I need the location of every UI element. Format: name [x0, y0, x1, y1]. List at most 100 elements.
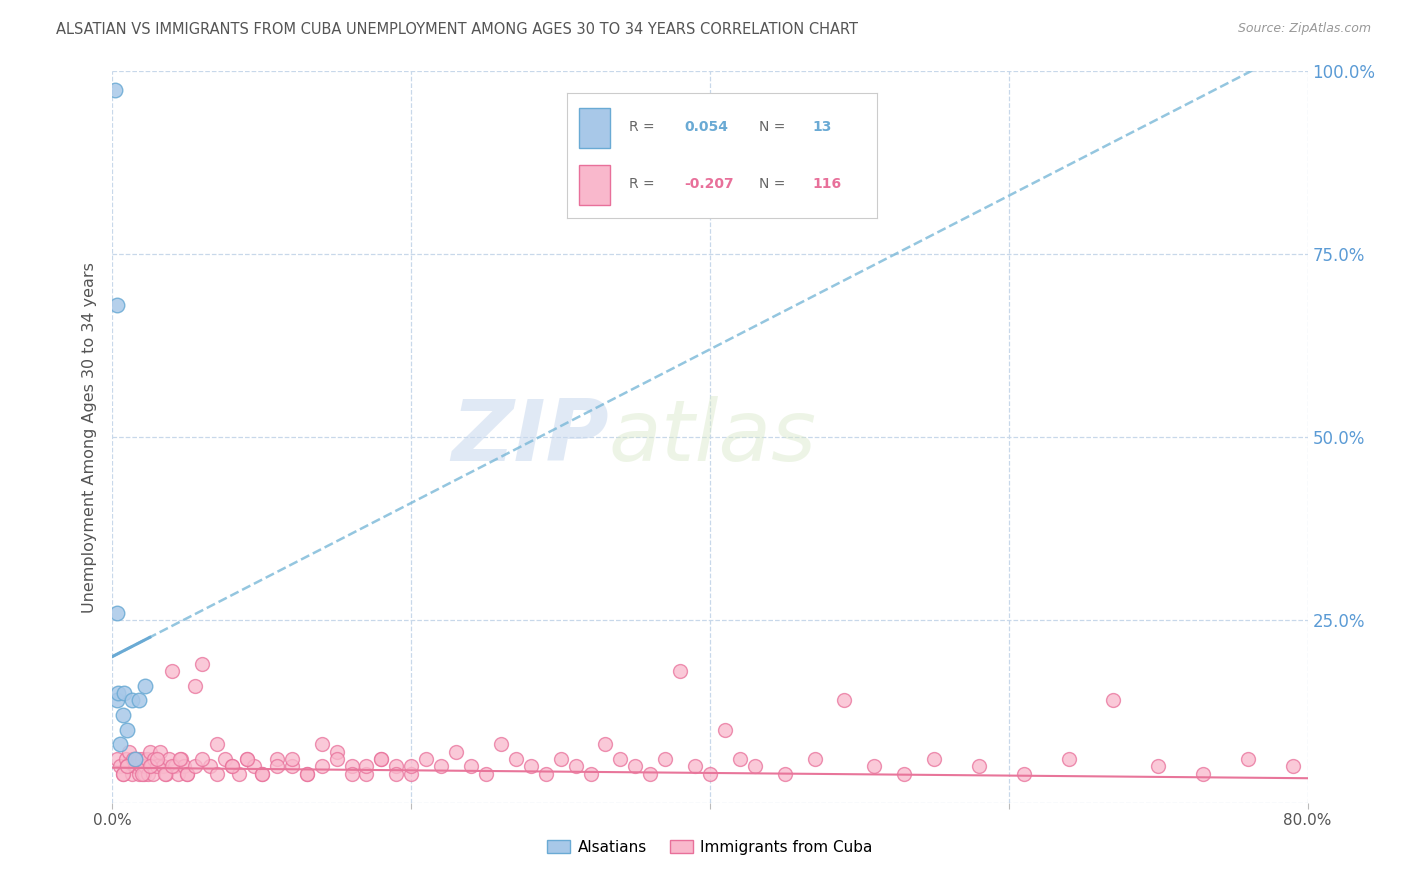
Point: [124, 759, 146, 773]
Point: [105, 606, 128, 620]
Point: [1237, 752, 1260, 766]
Point: [121, 693, 143, 707]
Point: [125, 759, 148, 773]
Point: [281, 759, 304, 773]
Point: [370, 752, 392, 766]
Point: [401, 766, 423, 780]
Point: [699, 766, 721, 780]
Point: [415, 752, 437, 766]
Point: [370, 752, 392, 766]
Point: [128, 693, 150, 707]
Point: [640, 766, 662, 780]
Point: [228, 766, 250, 780]
Point: [834, 693, 856, 707]
Point: [475, 766, 498, 780]
Point: [325, 745, 347, 759]
Point: [131, 752, 153, 766]
Point: [124, 752, 146, 766]
Point: [105, 298, 128, 312]
Point: [654, 752, 676, 766]
Point: [281, 752, 304, 766]
Point: [221, 759, 243, 773]
Point: [129, 759, 152, 773]
Point: [460, 759, 482, 773]
Point: [595, 737, 617, 751]
Point: [198, 759, 221, 773]
Point: [893, 766, 915, 780]
Text: ZIP: ZIP: [451, 395, 609, 479]
Point: [325, 752, 347, 766]
Point: [564, 759, 586, 773]
Point: [139, 759, 162, 773]
Point: [340, 766, 363, 780]
Point: [105, 752, 128, 766]
Point: [385, 766, 408, 780]
Point: [266, 752, 288, 766]
Point: [183, 679, 205, 693]
Point: [214, 752, 236, 766]
Point: [127, 752, 149, 766]
Point: [117, 723, 139, 737]
Point: [105, 693, 128, 707]
Point: [250, 766, 273, 780]
Text: ALSATIAN VS IMMIGRANTS FROM CUBA UNEMPLOYMENT AMONG AGES 30 TO 34 YEARS CORRELAT: ALSATIAN VS IMMIGRANTS FROM CUBA UNEMPLO…: [56, 22, 858, 37]
Point: [167, 766, 190, 780]
Point: [728, 752, 751, 766]
Point: [134, 679, 156, 693]
Point: [139, 745, 162, 759]
Point: [146, 752, 169, 766]
Point: [170, 752, 193, 766]
Y-axis label: Unemployment Among Ages 30 to 34 years: Unemployment Among Ages 30 to 34 years: [82, 261, 97, 613]
Point: [205, 766, 228, 780]
Point: [104, 83, 127, 97]
Point: [311, 759, 333, 773]
Point: [1192, 766, 1215, 780]
Point: [191, 752, 214, 766]
Point: [162, 664, 183, 678]
Point: [401, 759, 423, 773]
Point: [142, 766, 165, 780]
Legend: Alsatians, Immigrants from Cuba: Alsatians, Immigrants from Cuba: [541, 834, 879, 861]
Point: [169, 752, 191, 766]
Point: [356, 766, 378, 780]
Point: [173, 759, 195, 773]
Point: [176, 766, 198, 780]
Point: [121, 766, 143, 780]
Point: [135, 752, 157, 766]
Point: [122, 752, 145, 766]
Point: [115, 752, 138, 766]
Point: [108, 737, 131, 751]
Point: [117, 759, 139, 773]
Point: [134, 759, 156, 773]
Point: [153, 766, 176, 780]
Point: [1147, 759, 1170, 773]
Point: [311, 737, 333, 751]
Point: [141, 759, 163, 773]
Point: [111, 766, 134, 780]
Point: [773, 766, 796, 780]
Point: [683, 759, 706, 773]
Point: [669, 664, 692, 678]
Point: [118, 745, 141, 759]
Point: [146, 759, 169, 773]
Point: [111, 708, 134, 723]
Point: [165, 759, 187, 773]
Point: [250, 766, 273, 780]
Point: [149, 745, 172, 759]
Point: [624, 759, 647, 773]
Point: [340, 759, 363, 773]
Point: [111, 766, 134, 780]
Point: [744, 759, 766, 773]
Point: [922, 752, 945, 766]
Point: [124, 752, 146, 766]
Point: [1012, 766, 1035, 780]
Point: [1057, 752, 1080, 766]
Text: atlas: atlas: [609, 395, 817, 479]
Point: [143, 752, 166, 766]
Point: [191, 657, 214, 671]
Point: [863, 759, 886, 773]
Point: [579, 766, 602, 780]
Point: [505, 752, 527, 766]
Point: [114, 686, 135, 700]
Point: [117, 759, 139, 773]
